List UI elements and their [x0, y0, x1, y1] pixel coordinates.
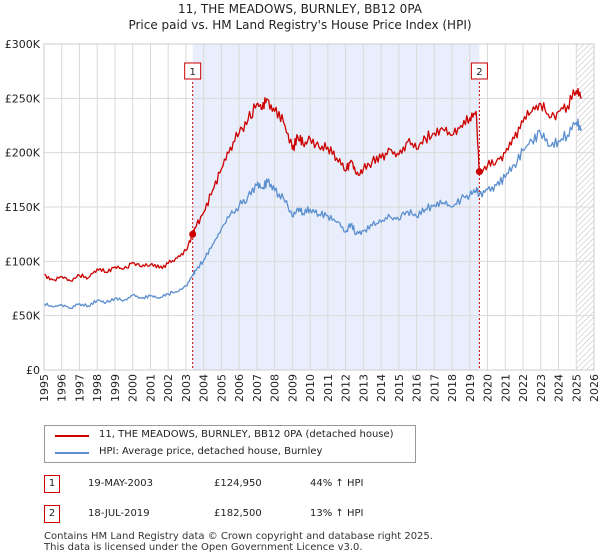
y-tick-label: £300K — [5, 38, 41, 51]
footer-licence: This data is licensed under the Open Gov… — [44, 542, 363, 553]
annotation-label: 2 — [476, 67, 482, 78]
x-tick-label: 2017 — [428, 374, 441, 402]
transaction-row: 2 18-JUL-2019 £182,500 13% ↑ HPI — [44, 505, 564, 525]
annotation-frame — [184, 62, 202, 80]
x-tick-label: 2013 — [357, 374, 370, 402]
legend-swatch-hpi — [55, 452, 89, 454]
x-tick-label: 2001 — [144, 374, 157, 402]
annotation-box: 1 — [184, 62, 202, 80]
annotation-label: 1 — [189, 67, 195, 78]
transaction-price: £182,500 — [214, 508, 262, 519]
sale-marker — [475, 168, 483, 176]
legend-swatch-property — [55, 435, 89, 437]
property-price-line — [44, 87, 582, 282]
x-tick-label: 2000 — [127, 374, 140, 402]
x-tick-label: 2002 — [162, 374, 175, 402]
footer: Contains HM Land Registry data © Crown c… — [44, 531, 433, 553]
x-tick-label: 2023 — [535, 374, 548, 402]
y-tick-label: £250K — [5, 92, 41, 105]
transaction-date: 18-JUL-2019 — [88, 508, 150, 519]
footer-copyright: Contains HM Land Registry data © Crown c… — [44, 531, 433, 542]
transaction-row: 1 19-MAY-2003 £124,950 44% ↑ HPI — [44, 475, 564, 495]
chart-title: 11, THE MEADOWS, BURNLEY, BB12 0PA — [177, 2, 422, 16]
transaction-hpi-change: 44% ↑ HPI — [310, 478, 364, 489]
x-tick-label: 2014 — [375, 374, 388, 402]
x-tick-label: 1998 — [91, 374, 104, 402]
x-tick-label: 1996 — [56, 374, 69, 402]
sale-marker — [189, 230, 197, 238]
y-tick-label: £100K — [5, 255, 41, 268]
hpi-line — [44, 118, 583, 310]
x-tick-label: 2010 — [304, 374, 317, 402]
transaction-price: £124,950 — [214, 478, 262, 489]
transaction-number: 1 — [44, 475, 60, 493]
transaction-date: 19-MAY-2003 — [88, 478, 154, 489]
y-tick-label: £50K — [12, 310, 41, 323]
x-tick-label: 2007 — [251, 374, 264, 402]
x-tick-label: 2006 — [233, 374, 246, 402]
x-tick-label: 1999 — [109, 374, 122, 402]
x-tick-label: 2020 — [482, 374, 495, 402]
x-tick-label: 2026 — [588, 374, 600, 402]
y-tick-label: £0 — [26, 364, 40, 377]
x-tick-label: 2011 — [322, 374, 335, 402]
annotation-frame — [470, 62, 488, 80]
x-tick-label: 2003 — [180, 374, 193, 402]
x-tick-label: 2012 — [340, 374, 353, 402]
legend-label-property: 11, THE MEADOWS, BURNLEY, BB12 0PA (deta… — [99, 429, 394, 440]
x-tick-label: 2022 — [517, 374, 530, 402]
x-tick-label: 1997 — [73, 374, 86, 402]
x-tick-label: 2004 — [198, 374, 211, 402]
x-tick-label: 2024 — [553, 374, 566, 402]
legend-label-hpi: HPI: Average price, detached house, Burn… — [99, 446, 323, 457]
transaction-number: 2 — [44, 505, 60, 523]
legend-item-hpi: HPI: Average price, detached house, Burn… — [45, 445, 415, 461]
price-chart: £0 £50K £100K £150K £200K £250K £300K 1995 1996 1… — [5, 38, 600, 402]
y-tick-label: £200K — [5, 147, 41, 160]
annotation-box: 2 — [470, 62, 488, 80]
plot-frame — [43, 43, 595, 371]
transaction-hpi-change: 13% ↑ HPI — [310, 508, 364, 519]
x-tick-label: 2015 — [393, 374, 406, 402]
x-tick-label: 2025 — [570, 374, 583, 402]
chart-subtitle: Price paid vs. HM Land Registry's House … — [128, 18, 472, 32]
x-tick-label: 2009 — [286, 374, 299, 402]
x-tick-label: 2021 — [499, 374, 512, 402]
x-tick-label: 1995 — [38, 374, 51, 402]
y-tick-label: £150K — [5, 201, 41, 214]
x-tick-label: 2019 — [464, 374, 477, 402]
legend-item-property: 11, THE MEADOWS, BURNLEY, BB12 0PA (deta… — [45, 428, 415, 444]
legend: 11, THE MEADOWS, BURNLEY, BB12 0PA (deta… — [44, 425, 416, 463]
x-tick-label: 2018 — [446, 374, 459, 402]
x-tick-label: 2016 — [411, 374, 424, 402]
x-tick-label: 2008 — [269, 374, 282, 402]
x-tick-label: 2005 — [215, 374, 228, 402]
